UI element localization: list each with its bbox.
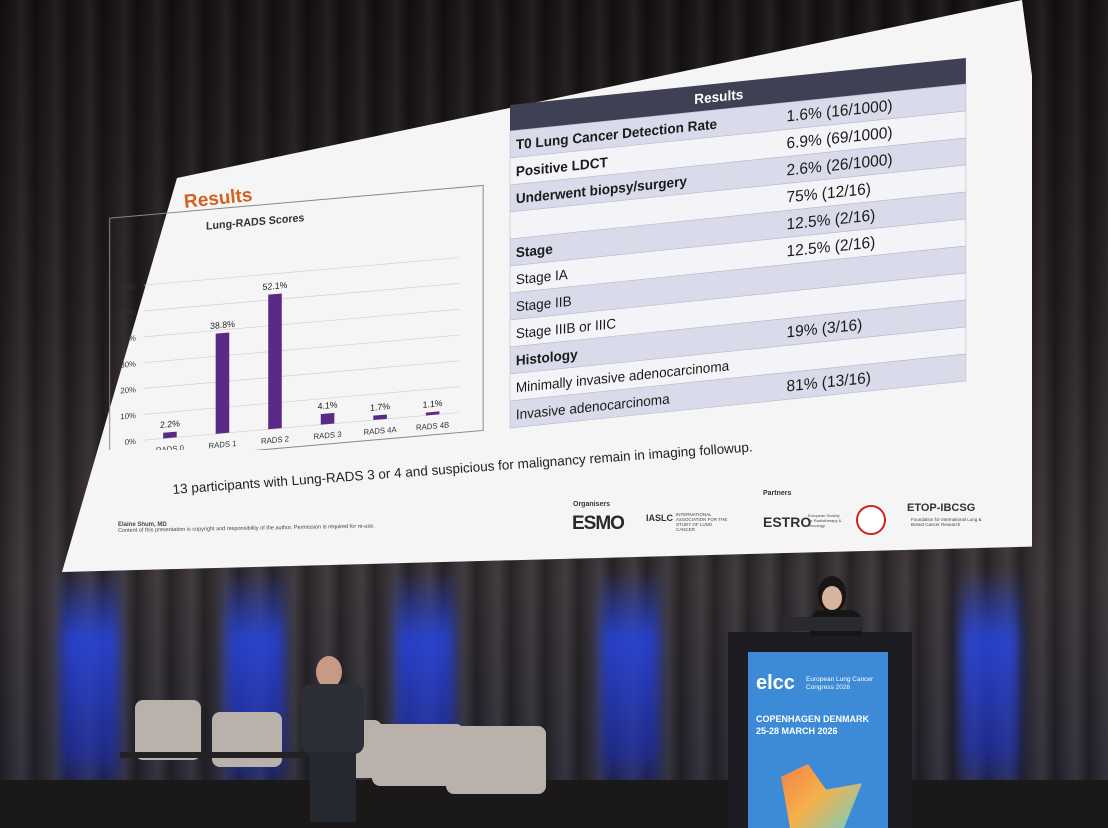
blue-light-1 xyxy=(60,570,120,800)
bar-rads-4a xyxy=(373,414,387,421)
y-tick-label: 40% xyxy=(120,333,135,343)
organisers-label: Organisers xyxy=(573,501,610,508)
y-tick-label: 20% xyxy=(120,385,135,395)
table-cell-label: Histology xyxy=(516,346,578,369)
chart-gridline xyxy=(143,386,459,415)
etop-ibcsg-logo: ETOP-IBCSG xyxy=(907,502,976,514)
chart-gridline xyxy=(143,283,459,312)
table-cell-label: Stage IA xyxy=(516,266,569,288)
event-city: COPENHAGEN DENMARK xyxy=(756,714,870,724)
elcc-logo: elcc xyxy=(756,672,795,694)
y-tick-label: 60% xyxy=(120,282,135,292)
chart-gridline xyxy=(143,360,459,389)
estro-logo: ESTRO xyxy=(763,514,812,530)
stage-floor xyxy=(0,780,1108,828)
x-category-label: RADS 4B xyxy=(416,420,449,432)
chart-title: Lung-RADS Scores xyxy=(206,212,304,233)
table-header-label: Results xyxy=(694,86,743,107)
laptop xyxy=(781,617,863,631)
table-header xyxy=(510,57,966,131)
bar-value-label: 2.2% xyxy=(160,418,180,430)
iaslc-subtitle: INTERNATIONAL ASSOCIATION FOR THE STUDY … xyxy=(676,512,728,532)
estro-subtitle: European Society for Radiotherapy & Onco… xyxy=(808,513,842,528)
bar-value-label: 1.7% xyxy=(370,401,390,413)
x-category-label: RADS 2 xyxy=(261,434,289,446)
event-dates: 25-28 MARCH 2026 xyxy=(756,726,838,736)
chart-gridline xyxy=(143,308,459,338)
table-row xyxy=(509,353,967,429)
bar-rads-0 xyxy=(163,431,177,439)
table-cell-label: Stage xyxy=(516,240,553,260)
x-category-label: RADS 1 xyxy=(208,439,236,450)
bar-value-label: 52.1% xyxy=(263,280,288,292)
bar-value-label: 38.8% xyxy=(210,319,235,331)
bar-rads-2 xyxy=(268,293,282,430)
table-cell-label: Stage IIB xyxy=(516,292,572,314)
etop-subtitle: Foundation for International Lung & Brea… xyxy=(911,517,982,527)
x-category-label: RADS 0 xyxy=(156,444,185,450)
blue-light-5 xyxy=(960,570,1020,800)
y-tick-label: 0% xyxy=(125,437,136,447)
partners-label: Partners xyxy=(763,490,792,497)
bar-value-label: 1.1% xyxy=(423,398,443,410)
esmo-logo: ESMO xyxy=(572,513,625,534)
chart-frame xyxy=(109,184,484,450)
partner-emblem-icon xyxy=(856,505,886,535)
blue-light-4 xyxy=(600,570,660,800)
bar-rads-3 xyxy=(320,412,335,425)
bar-rads-1 xyxy=(215,332,230,434)
author-name: Elaine Shum, MD xyxy=(118,522,167,528)
x-category-label: RADS 3 xyxy=(314,430,343,442)
iaslc-logo: IASLC xyxy=(646,513,673,523)
side-table xyxy=(120,752,310,758)
chair-5 xyxy=(446,726,546,794)
bar-rads-4b xyxy=(425,411,440,416)
chart-gridline xyxy=(143,412,459,441)
x-category-label: RADS 4A xyxy=(364,425,398,437)
y-tick-label: 30% xyxy=(120,359,135,369)
y-tick-label: 10% xyxy=(120,411,135,421)
chair-2 xyxy=(212,712,282,767)
seated-panelist xyxy=(298,656,368,826)
chair-1 xyxy=(135,700,201,760)
y-tick-label: 50% xyxy=(120,308,135,318)
chart-gridline xyxy=(143,257,459,286)
lung-rads-chart: Lung-RADS Scores 0% 10% 20% 30% 40% 50% 60% 2.2… xyxy=(109,184,484,450)
chart-gridline xyxy=(143,334,459,364)
event-name: European Lung Cancer Congress 2026 xyxy=(806,676,874,691)
bar-value-label: 4.1% xyxy=(318,399,338,411)
